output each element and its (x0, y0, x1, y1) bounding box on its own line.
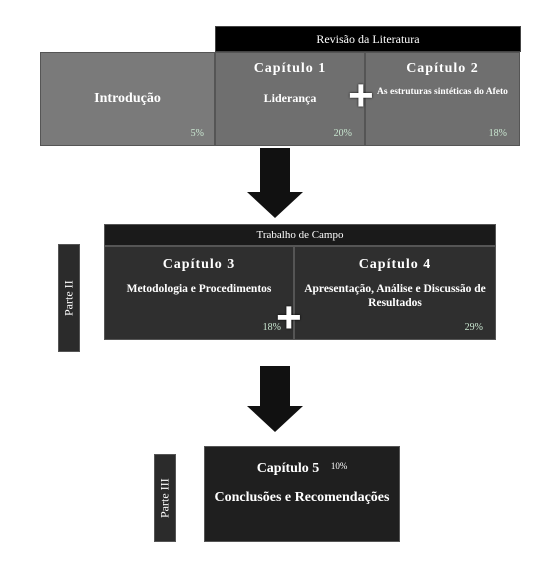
chapter2-heading: Capítulo 2 (366, 61, 519, 77)
chapter4-sub: Apresentação, Análise e Discussão de Res… (295, 283, 495, 311)
chapter1-heading: Capítulo 1 (216, 61, 364, 77)
chapter3-pct: 18% (263, 322, 281, 333)
chapter1-box: Capítulo 1 Liderança 20% (215, 52, 365, 146)
chapter3-heading: Capítulo 3 (105, 257, 293, 273)
intro-pct: 5% (191, 128, 204, 139)
chapter5-pct: 10% (331, 461, 348, 471)
chapter1-sub: Liderança (216, 91, 364, 105)
chapter3-box: Capítulo 3 Metodologia e Procedimentos 1… (104, 246, 294, 340)
part2-row: Capítulo 3 Metodologia e Procedimentos 1… (104, 246, 496, 356)
arrow-down-icon (0, 366, 549, 432)
part3-label: Parte III (154, 454, 176, 542)
intro-box: Introdução 5% (40, 52, 215, 146)
chapter5-heading: Capítulo 5 (257, 461, 320, 476)
part2-label: Parte II (58, 244, 80, 352)
review-literature-header: Revisão da Literatura (215, 26, 521, 52)
arrow-down-icon (0, 148, 549, 218)
chapter3-sub: Metodologia e Procedimentos (105, 283, 293, 297)
chapter5-heading-line: Capítulo 5 10% (205, 461, 399, 477)
chapter4-box: Capítulo 4 Apresentação, Análise e Discu… (294, 246, 496, 340)
intro-title: Introdução (41, 91, 214, 107)
chapter4-heading: Capítulo 4 (295, 257, 495, 273)
chapter2-pct: 18% (489, 128, 507, 139)
part2-block: Trabalho de Campo Capítulo 3 Metodologia… (104, 224, 496, 356)
chapter4-pct: 29% (465, 322, 483, 333)
part1-row: Introdução 5% Capítulo 1 Liderança 20% C… (40, 52, 520, 146)
chapter1-pct: 20% (334, 128, 352, 139)
chapter5-box: Capítulo 5 10% Conclusões e Recomendaçõe… (204, 446, 400, 542)
fieldwork-header: Trabalho de Campo (104, 224, 496, 246)
chapter5-sub: Conclusões e Recomendações (205, 489, 399, 507)
chapter2-box: Capítulo 2 As estruturas sintéticas do A… (365, 52, 520, 146)
chapter2-sub: As estruturas sintéticas do Afeto (366, 87, 519, 98)
